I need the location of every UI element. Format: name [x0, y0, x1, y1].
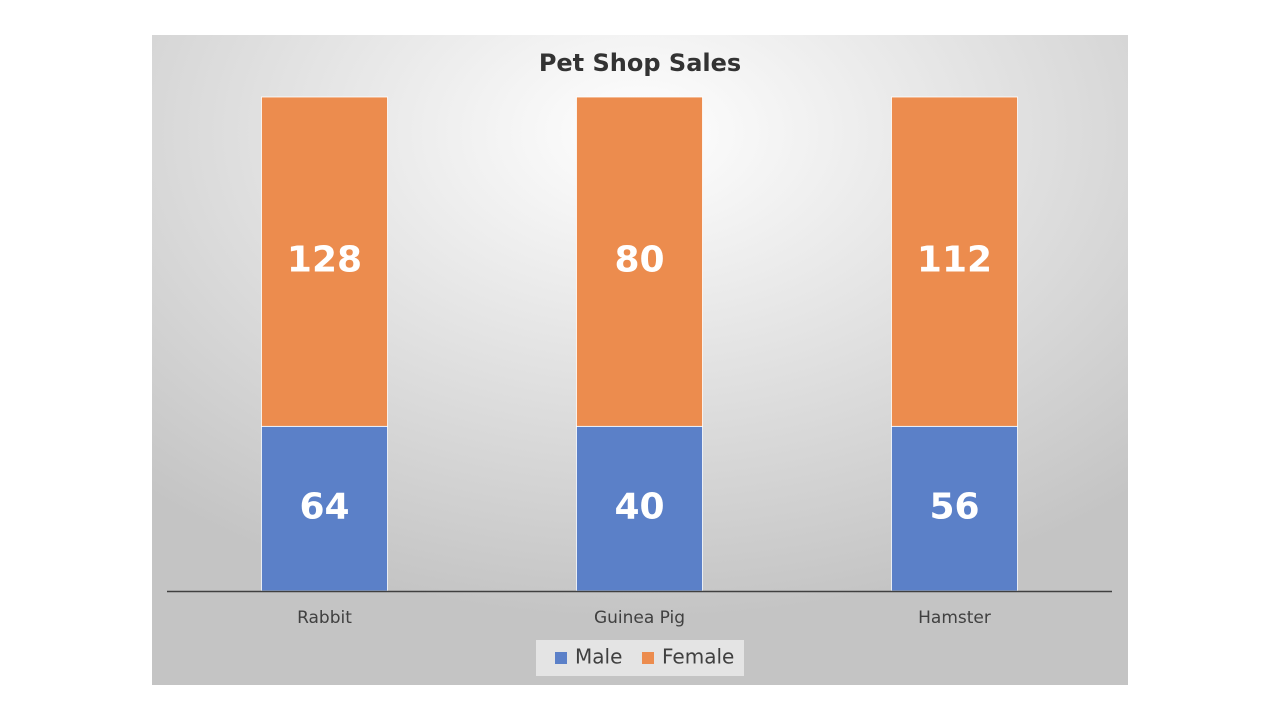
- data-label: 56: [929, 487, 979, 528]
- data-label: 112: [917, 240, 992, 281]
- bar-segment: [576, 96, 703, 427]
- bar-segment: [576, 425, 703, 592]
- data-label: 40: [614, 487, 664, 528]
- x-tick-label: Hamster: [918, 608, 991, 628]
- x-tick-label: Guinea Pig: [594, 608, 685, 628]
- data-label: 80: [614, 240, 664, 281]
- legend: [536, 640, 744, 676]
- legend-label: Female: [662, 645, 734, 669]
- legend-swatch: [555, 652, 567, 664]
- plot: 64 128 Rabbit 40 80 Guinea Pig 56 112 Hamster: [261, 96, 1018, 628]
- bar-segment: [261, 425, 388, 592]
- bar-segment: [891, 96, 1018, 427]
- legend-swatch: [642, 652, 654, 664]
- legend-items: Male Female: [555, 645, 734, 669]
- chart-title: Pet Shop Sales: [539, 49, 741, 77]
- bar-segment: [261, 96, 388, 427]
- data-label: 128: [287, 240, 362, 281]
- data-label: 64: [299, 487, 349, 528]
- legend-label: Male: [575, 645, 622, 669]
- x-tick-label: Rabbit: [297, 608, 352, 628]
